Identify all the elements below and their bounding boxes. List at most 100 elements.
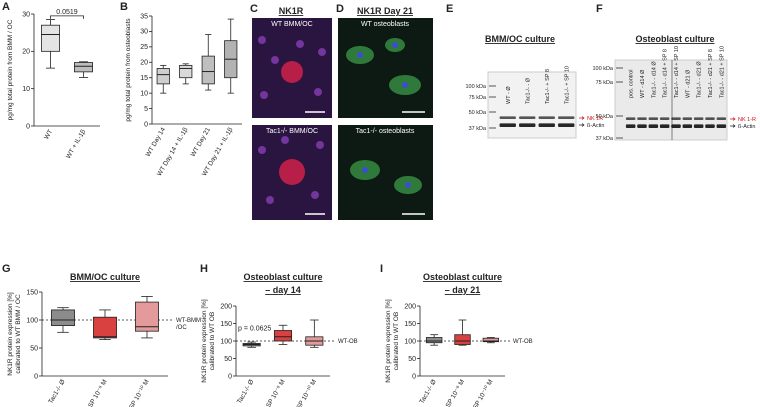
panel-title: BMM/OC culture <box>485 34 555 44</box>
marker-label: 37 kDa <box>596 136 614 142</box>
y-tick-label: 50 <box>30 345 38 352</box>
lane-label: Tac1-/- - d21 + SP 8 <box>708 49 714 98</box>
y-tick-label: 0 <box>34 373 38 380</box>
band <box>659 124 670 128</box>
y-tick-label: 30 <box>140 29 148 36</box>
chart-title: BMM/OC culture <box>70 272 140 282</box>
y-axis-label: pg/mg total protein from BMM / OC <box>7 19 14 120</box>
marker-label: 100 kDa <box>466 84 487 90</box>
p-value: p = 0.0625 <box>238 326 271 333</box>
y-tick-label: 0 <box>144 121 148 128</box>
box <box>41 24 60 52</box>
panel-letter: C <box>250 3 258 15</box>
y-tick-label: 30 <box>22 11 30 18</box>
band <box>648 124 659 128</box>
y-tick-label: 150 <box>26 289 38 296</box>
lane-label: pos. control <box>629 70 635 98</box>
band <box>716 117 727 120</box>
y-tick-label: 0 <box>26 123 30 130</box>
marker-label: 100 kDa <box>593 66 614 72</box>
box <box>425 337 443 344</box>
x-tick-label: + SP 10⁻¹⁰ M <box>468 378 494 407</box>
band <box>558 123 575 127</box>
band <box>705 117 715 120</box>
y-axis-label: calibrated to WT BMM / OC <box>15 294 22 374</box>
reference-label: /OC <box>176 325 187 331</box>
x-tick-label: + SP 10⁻⁸ M <box>84 379 108 407</box>
image-label: Tac1-/- BMM/OC <box>266 128 318 135</box>
lane-label: Tac1-/- - d14 + SP 10 <box>674 46 680 98</box>
x-tick-label: + SP 10⁻¹⁰ M <box>124 378 150 407</box>
band <box>625 117 636 120</box>
panel-letter: B <box>120 1 128 13</box>
lane-label: WT - d21 Ø <box>685 69 691 98</box>
significance-bracket <box>50 15 84 19</box>
y-tick-label: 5 <box>144 106 148 113</box>
box <box>273 330 293 342</box>
image-label: WT BMM/OC <box>271 21 312 28</box>
panel-letter: G <box>2 263 11 275</box>
x-tick-label: Tac1-/- Ø <box>236 379 255 406</box>
y-tick-label: 20 <box>140 60 148 67</box>
reference-label: WT-BMM <box>176 318 201 324</box>
reference-label: WT-OB <box>513 339 533 345</box>
y-tick-label: 100 <box>220 338 232 345</box>
x-tick-label: + SP 10⁻¹⁰ M <box>292 378 318 407</box>
lane-label: Tac1-/- - d21 + SP 10 <box>719 46 725 98</box>
y-tick-label: 150 <box>220 321 232 328</box>
y-tick-label: 20 <box>22 49 30 56</box>
band-arrow <box>579 116 585 120</box>
panel-title: NK1R <box>279 6 304 16</box>
band <box>648 117 659 120</box>
lane-label: Tac1-/- + SP 10 <box>564 66 570 104</box>
band-arrow <box>730 117 736 121</box>
x-tick-label: + SP 10⁻⁸ M <box>262 379 286 407</box>
chart-subtitle: – day 21 <box>445 285 481 295</box>
y-tick-label: 15 <box>140 75 148 82</box>
band <box>558 116 575 119</box>
lane-label: Tac1-/- - d14 + SP 8 <box>663 49 669 98</box>
x-tick-label: WT Day 14 <box>145 126 167 158</box>
y-tick-label: 100 <box>26 317 38 324</box>
band <box>519 123 536 127</box>
panel-letter: A <box>2 1 10 13</box>
band <box>682 117 693 120</box>
y-tick-label: 100 <box>404 338 416 345</box>
y-tick-label: 25 <box>140 44 148 51</box>
box <box>135 301 159 332</box>
y-tick-label: 50 <box>224 356 232 363</box>
y-tick-label: 200 <box>220 303 232 310</box>
y-tick-label: 0 <box>412 373 416 380</box>
box <box>93 316 117 339</box>
chart-subtitle: – day 14 <box>265 285 301 295</box>
chart-title: Osteoblast culture <box>423 272 502 282</box>
box <box>156 68 170 85</box>
box <box>482 337 500 343</box>
cells <box>346 38 422 194</box>
y-tick-label: 150 <box>404 321 416 328</box>
y-tick-label: 200 <box>404 303 416 310</box>
image-label: WT osteoblasts <box>361 21 410 28</box>
band <box>659 117 670 120</box>
x-tick-label: WT + IL-1β <box>65 128 87 160</box>
osteoclast <box>281 61 303 83</box>
y-axis-label: NK1R protein expression [%] <box>201 299 208 383</box>
cells <box>258 36 326 204</box>
box <box>454 334 471 345</box>
panel-letter: H <box>200 263 208 275</box>
y-axis-label: NK1R protein expression [%] <box>385 299 392 383</box>
box <box>74 62 93 73</box>
lane-label: Tac1-/- - Ø <box>525 77 531 104</box>
micrograph <box>338 18 433 118</box>
marker-label: 75 kDa <box>596 80 614 86</box>
marker-label: 50 kDa <box>469 110 487 116</box>
lane-label: WT - d14 Ø <box>640 69 646 98</box>
band-label: ß-Actin <box>738 124 755 130</box>
lane-label: WT - Ø <box>506 86 512 104</box>
x-tick-label: WT Day 21 <box>190 126 212 158</box>
lane-label: Tac1-/- - d21 Ø <box>697 61 703 98</box>
band <box>705 124 715 128</box>
image-label: Tac1-/- osteoblasts <box>356 128 415 135</box>
panel-title: Osteoblast culture <box>635 34 714 44</box>
p-value: 0.0519 <box>56 9 78 16</box>
